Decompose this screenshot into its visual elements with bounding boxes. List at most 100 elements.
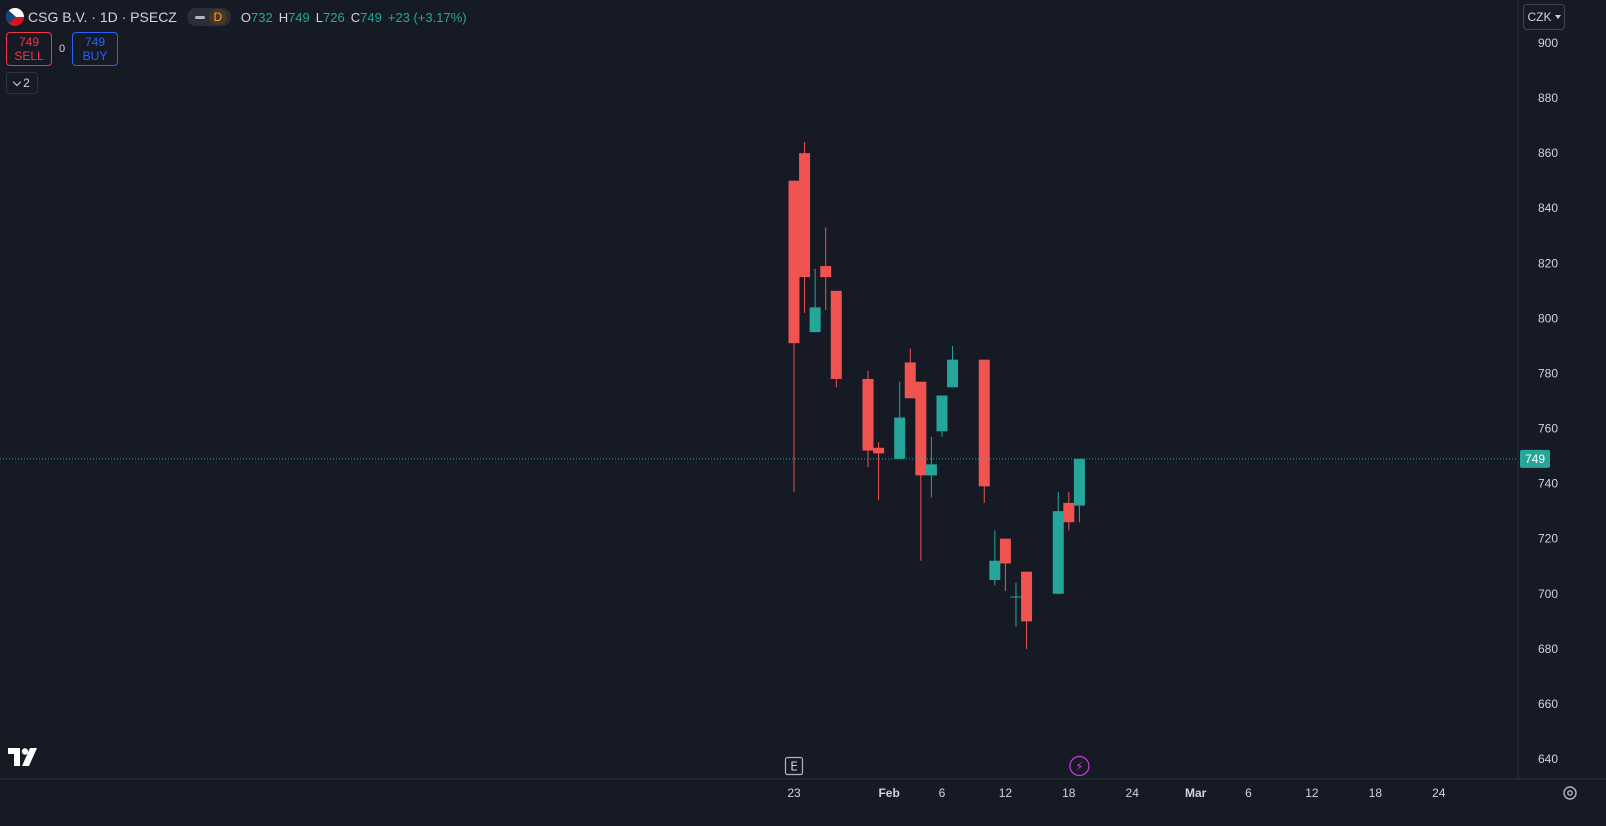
- candle: [799, 142, 811, 313]
- indicators-toggle[interactable]: 2: [6, 72, 38, 94]
- close-label: C: [350, 9, 361, 25]
- candle: [989, 530, 1001, 586]
- candle-body: [1073, 458, 1085, 506]
- y-tick-label: 760: [1538, 422, 1558, 436]
- candle: [936, 395, 948, 437]
- candle-body: [809, 307, 821, 333]
- last-price-tag: [1520, 449, 1550, 468]
- candle: [904, 348, 916, 399]
- buy-label: BUY: [82, 49, 108, 63]
- x-tick-label: Mar: [1185, 786, 1207, 800]
- y-tick-label: 720: [1538, 532, 1558, 546]
- low-label: L: [315, 9, 324, 25]
- candle-body: [799, 153, 811, 278]
- sell-button[interactable]: 749 SELL: [6, 32, 52, 66]
- candle-body: [873, 447, 885, 454]
- candle-body: [1010, 596, 1022, 598]
- event-markers: E ⚡: [784, 755, 1090, 777]
- open-label: O: [240, 9, 251, 25]
- sell-price: 749: [18, 35, 40, 49]
- interval-pill[interactable]: D: [186, 8, 231, 26]
- chart-grid: [0, 0, 1606, 780]
- change-value: +23 (+3.17%): [387, 9, 467, 25]
- x-tick-label: 24: [1432, 786, 1446, 800]
- sell-label: SELL: [14, 49, 44, 63]
- x-tick-label: 12: [999, 786, 1013, 800]
- high-label: H: [278, 9, 289, 25]
- candle: [915, 381, 927, 561]
- currency-select[interactable]: CZK: [1523, 4, 1565, 30]
- candle: [788, 180, 800, 492]
- caret-down-icon: [1554, 15, 1561, 19]
- x-tick-label: Feb: [878, 786, 899, 800]
- candle: [873, 442, 885, 501]
- spread-value: 0: [58, 43, 66, 55]
- x-tick-label: 6: [1245, 786, 1252, 800]
- y-tick-label: 640: [1538, 752, 1558, 766]
- buy-button[interactable]: 749 BUY: [72, 32, 118, 66]
- y-tick-label: 840: [1538, 201, 1558, 215]
- minus-icon: [194, 15, 205, 19]
- trade-panel: 749 SELL 0 749 BUY: [6, 32, 118, 66]
- earnings-marker-icon: [784, 756, 804, 776]
- candle-body: [936, 395, 948, 432]
- x-tick-label: 23: [787, 786, 801, 800]
- candle: [947, 345, 959, 388]
- low-value: 726: [323, 9, 345, 25]
- candle-body: [999, 538, 1011, 564]
- y-tick-label: 860: [1538, 146, 1558, 160]
- y-tick-label: 900: [1538, 36, 1558, 50]
- candle: [820, 227, 832, 311]
- dividend-marker-icon: [1069, 755, 1090, 777]
- candle: [1010, 582, 1022, 627]
- czech-flag-icon: [6, 8, 24, 26]
- candle-body: [925, 464, 937, 476]
- x-tick-label: 6: [939, 786, 946, 800]
- event-label: E: [790, 760, 798, 774]
- price-axis: 640 660 680 700 720 740 760 780 800 820 840 860 880 9…: [1538, 36, 1558, 766]
- buy-price: 749: [84, 35, 106, 49]
- candle-body: [915, 381, 927, 476]
- candle-body: [820, 266, 832, 278]
- candle: [925, 436, 937, 498]
- chevron-down-icon: [12, 77, 22, 86]
- candle: [830, 290, 842, 388]
- last-price-label: 749: [1525, 452, 1545, 466]
- interval-badge: D: [208, 9, 227, 25]
- currency-label: CZK: [1527, 10, 1552, 24]
- x-tick-label: 12: [1305, 786, 1319, 800]
- y-tick-label: 660: [1538, 697, 1558, 711]
- candle: [1063, 491, 1075, 531]
- y-tick-label: 880: [1538, 91, 1558, 105]
- last-price-line: 749: [0, 449, 1550, 468]
- candle-body: [894, 417, 906, 459]
- candle-body: [862, 378, 874, 451]
- high-value: 749: [288, 9, 310, 25]
- candle-body: [904, 362, 916, 399]
- candle: [862, 370, 874, 468]
- candle-body: [978, 359, 990, 487]
- settings-icon[interactable]: [1562, 785, 1578, 801]
- candle: [1073, 458, 1085, 523]
- candle: [1021, 571, 1033, 649]
- tradingview-logo-icon[interactable]: [8, 748, 38, 766]
- event-label: ⚡: [1075, 760, 1083, 774]
- symbol-title[interactable]: CSG B.V. · 1D · PSECZ: [28, 9, 177, 25]
- candle: [809, 268, 821, 333]
- indicators-count: 2: [23, 76, 30, 90]
- candle: [999, 538, 1011, 592]
- candle: [978, 359, 990, 503]
- x-tick-label: 24: [1126, 786, 1140, 800]
- x-tick-label: 18: [1369, 786, 1383, 800]
- symbol-header: CSG B.V. · 1D · PSECZ D O732 H749 L726 C…: [6, 6, 467, 28]
- y-tick-label: 680: [1538, 642, 1558, 656]
- y-tick-label: 700: [1538, 587, 1558, 601]
- candle-body: [947, 359, 959, 388]
- candle-body: [1063, 502, 1075, 523]
- y-tick-label: 800: [1538, 311, 1558, 325]
- candle-body: [788, 180, 800, 344]
- candle-body: [1021, 571, 1033, 622]
- y-tick-label: 780: [1538, 366, 1558, 380]
- time-axis: 23 Feb 6 12 18 24 Mar 6 12 18 24: [787, 786, 1445, 800]
